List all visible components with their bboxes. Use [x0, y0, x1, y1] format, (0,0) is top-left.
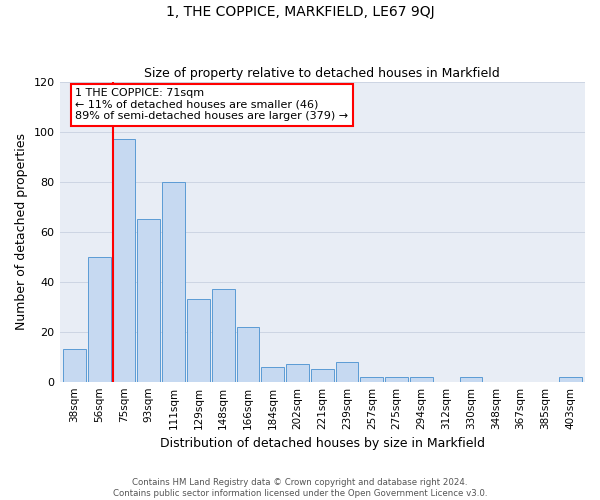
- Bar: [63, 349, 86, 382]
- Text: 1, THE COPPICE, MARKFIELD, LE67 9QJ: 1, THE COPPICE, MARKFIELD, LE67 9QJ: [166, 5, 434, 19]
- Bar: [88, 257, 110, 382]
- Bar: [335, 362, 358, 382]
- Bar: [311, 369, 334, 382]
- Bar: [137, 220, 160, 382]
- Bar: [261, 366, 284, 382]
- Title: Size of property relative to detached houses in Markfield: Size of property relative to detached ho…: [145, 66, 500, 80]
- Text: Contains HM Land Registry data © Crown copyright and database right 2024.
Contai: Contains HM Land Registry data © Crown c…: [113, 478, 487, 498]
- X-axis label: Distribution of detached houses by size in Markfield: Distribution of detached houses by size …: [160, 437, 485, 450]
- Bar: [559, 376, 581, 382]
- Bar: [361, 376, 383, 382]
- Bar: [236, 326, 259, 382]
- Bar: [113, 140, 136, 382]
- Bar: [385, 376, 408, 382]
- Bar: [212, 290, 235, 382]
- Text: 1 THE COPPICE: 71sqm
← 11% of detached houses are smaller (46)
89% of semi-detac: 1 THE COPPICE: 71sqm ← 11% of detached h…: [76, 88, 349, 121]
- Bar: [286, 364, 309, 382]
- Y-axis label: Number of detached properties: Number of detached properties: [15, 134, 28, 330]
- Bar: [460, 376, 482, 382]
- Bar: [410, 376, 433, 382]
- Bar: [187, 300, 210, 382]
- Bar: [162, 182, 185, 382]
